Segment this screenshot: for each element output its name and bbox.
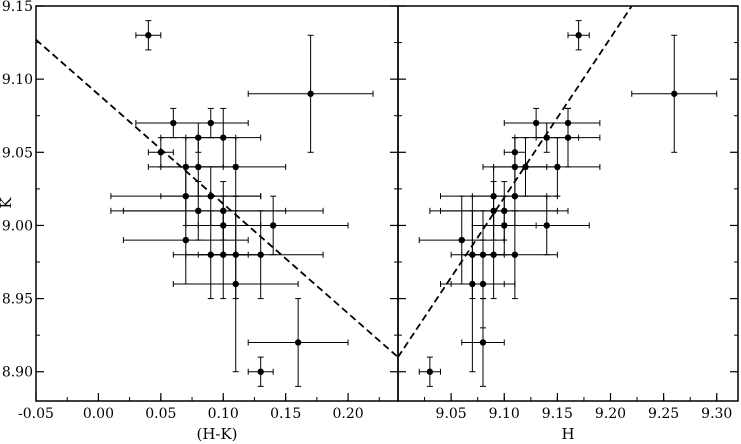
point-marker	[458, 236, 465, 244]
point-marker	[269, 222, 277, 229]
y-axis-title: K	[0, 197, 15, 209]
x-tick-label: 9.05	[436, 406, 467, 422]
point-marker	[257, 368, 264, 375]
data-point	[185, 137, 287, 197]
data-point	[535, 107, 601, 168]
data-point	[247, 298, 349, 387]
point-marker	[511, 192, 519, 200]
data-point	[135, 20, 162, 51]
point-marker	[575, 32, 582, 39]
point-marker	[671, 90, 678, 97]
point-marker	[554, 163, 561, 171]
x-tick-label: 0.20	[332, 406, 363, 422]
data-point	[503, 195, 590, 256]
left-data-points	[110, 20, 374, 387]
x-tick-label: 9.25	[648, 406, 679, 422]
right-ticks: 9.05 9.10 9.15 9.20 9.25 9.30	[397, 5, 738, 422]
data-point	[461, 298, 505, 387]
right-data-points	[418, 20, 718, 387]
data-point	[514, 137, 601, 197]
point-marker	[257, 251, 264, 258]
point-marker	[294, 339, 302, 346]
x-tick-label: 9.15	[542, 406, 573, 422]
left-ticks: -0.05 0.00 0.05 0.10 0.15 0.20 8.90 8.95 9.00 9.0…	[2, 0, 398, 422]
right-plot-frame	[397, 5, 739, 402]
y-tick-label: 8.95	[2, 292, 33, 308]
point-marker	[145, 32, 152, 39]
point-marker	[232, 280, 239, 288]
x-tick-label: 0.10	[208, 406, 239, 422]
point-marker	[207, 192, 214, 200]
x-tick-label: 9.10	[489, 406, 520, 422]
left-panel: K (H-K) -0.05 0.00 0.05 0.10 0.15 0.20 8.90 8.9…	[0, 0, 399, 443]
data-point	[418, 356, 441, 387]
point-marker	[511, 251, 519, 258]
data-point	[247, 34, 374, 153]
data-point	[247, 356, 274, 387]
right-panel: H 9.05 9.10 9.15 9.20 9.25 9.30	[397, 5, 739, 443]
point-marker	[426, 368, 434, 375]
fit-line	[35, 38, 399, 358]
point-marker	[543, 222, 550, 229]
y-tick-label: 9.00	[2, 218, 33, 234]
data-point	[567, 20, 590, 51]
x-tick-label: 0.05	[145, 406, 176, 422]
x-tick-label: 0.15	[270, 406, 301, 422]
left-fit-line	[35, 38, 399, 358]
point-marker	[479, 280, 487, 288]
point-marker	[232, 163, 239, 171]
data-point	[197, 210, 324, 300]
data-point	[172, 195, 299, 373]
x-tick-label: 0.00	[83, 406, 114, 422]
left-plot-frame	[35, 5, 399, 402]
x-tick-label: 9.20	[595, 406, 626, 422]
point-marker	[564, 134, 572, 141]
y-tick-label: 9.05	[2, 145, 33, 161]
data-point	[147, 137, 174, 168]
point-marker	[479, 339, 487, 346]
x-tick-label: -0.05	[18, 406, 54, 422]
data-point	[631, 34, 718, 153]
point-marker	[307, 90, 314, 97]
point-marker	[220, 134, 227, 141]
right-x-axis-title: H	[561, 425, 574, 443]
point-marker	[182, 236, 189, 244]
y-tick-label: 8.90	[2, 365, 33, 381]
data-point	[172, 107, 249, 139]
left-x-axis-title: (H-K)	[196, 425, 237, 443]
point-marker	[207, 119, 214, 127]
x-tick-label: 9.30	[701, 406, 732, 422]
y-tick-label: 9.10	[2, 72, 33, 88]
y-tick-label: 9.15	[2, 0, 33, 15]
point-marker	[157, 149, 165, 156]
data-point	[122, 195, 249, 285]
data-point	[197, 195, 349, 256]
